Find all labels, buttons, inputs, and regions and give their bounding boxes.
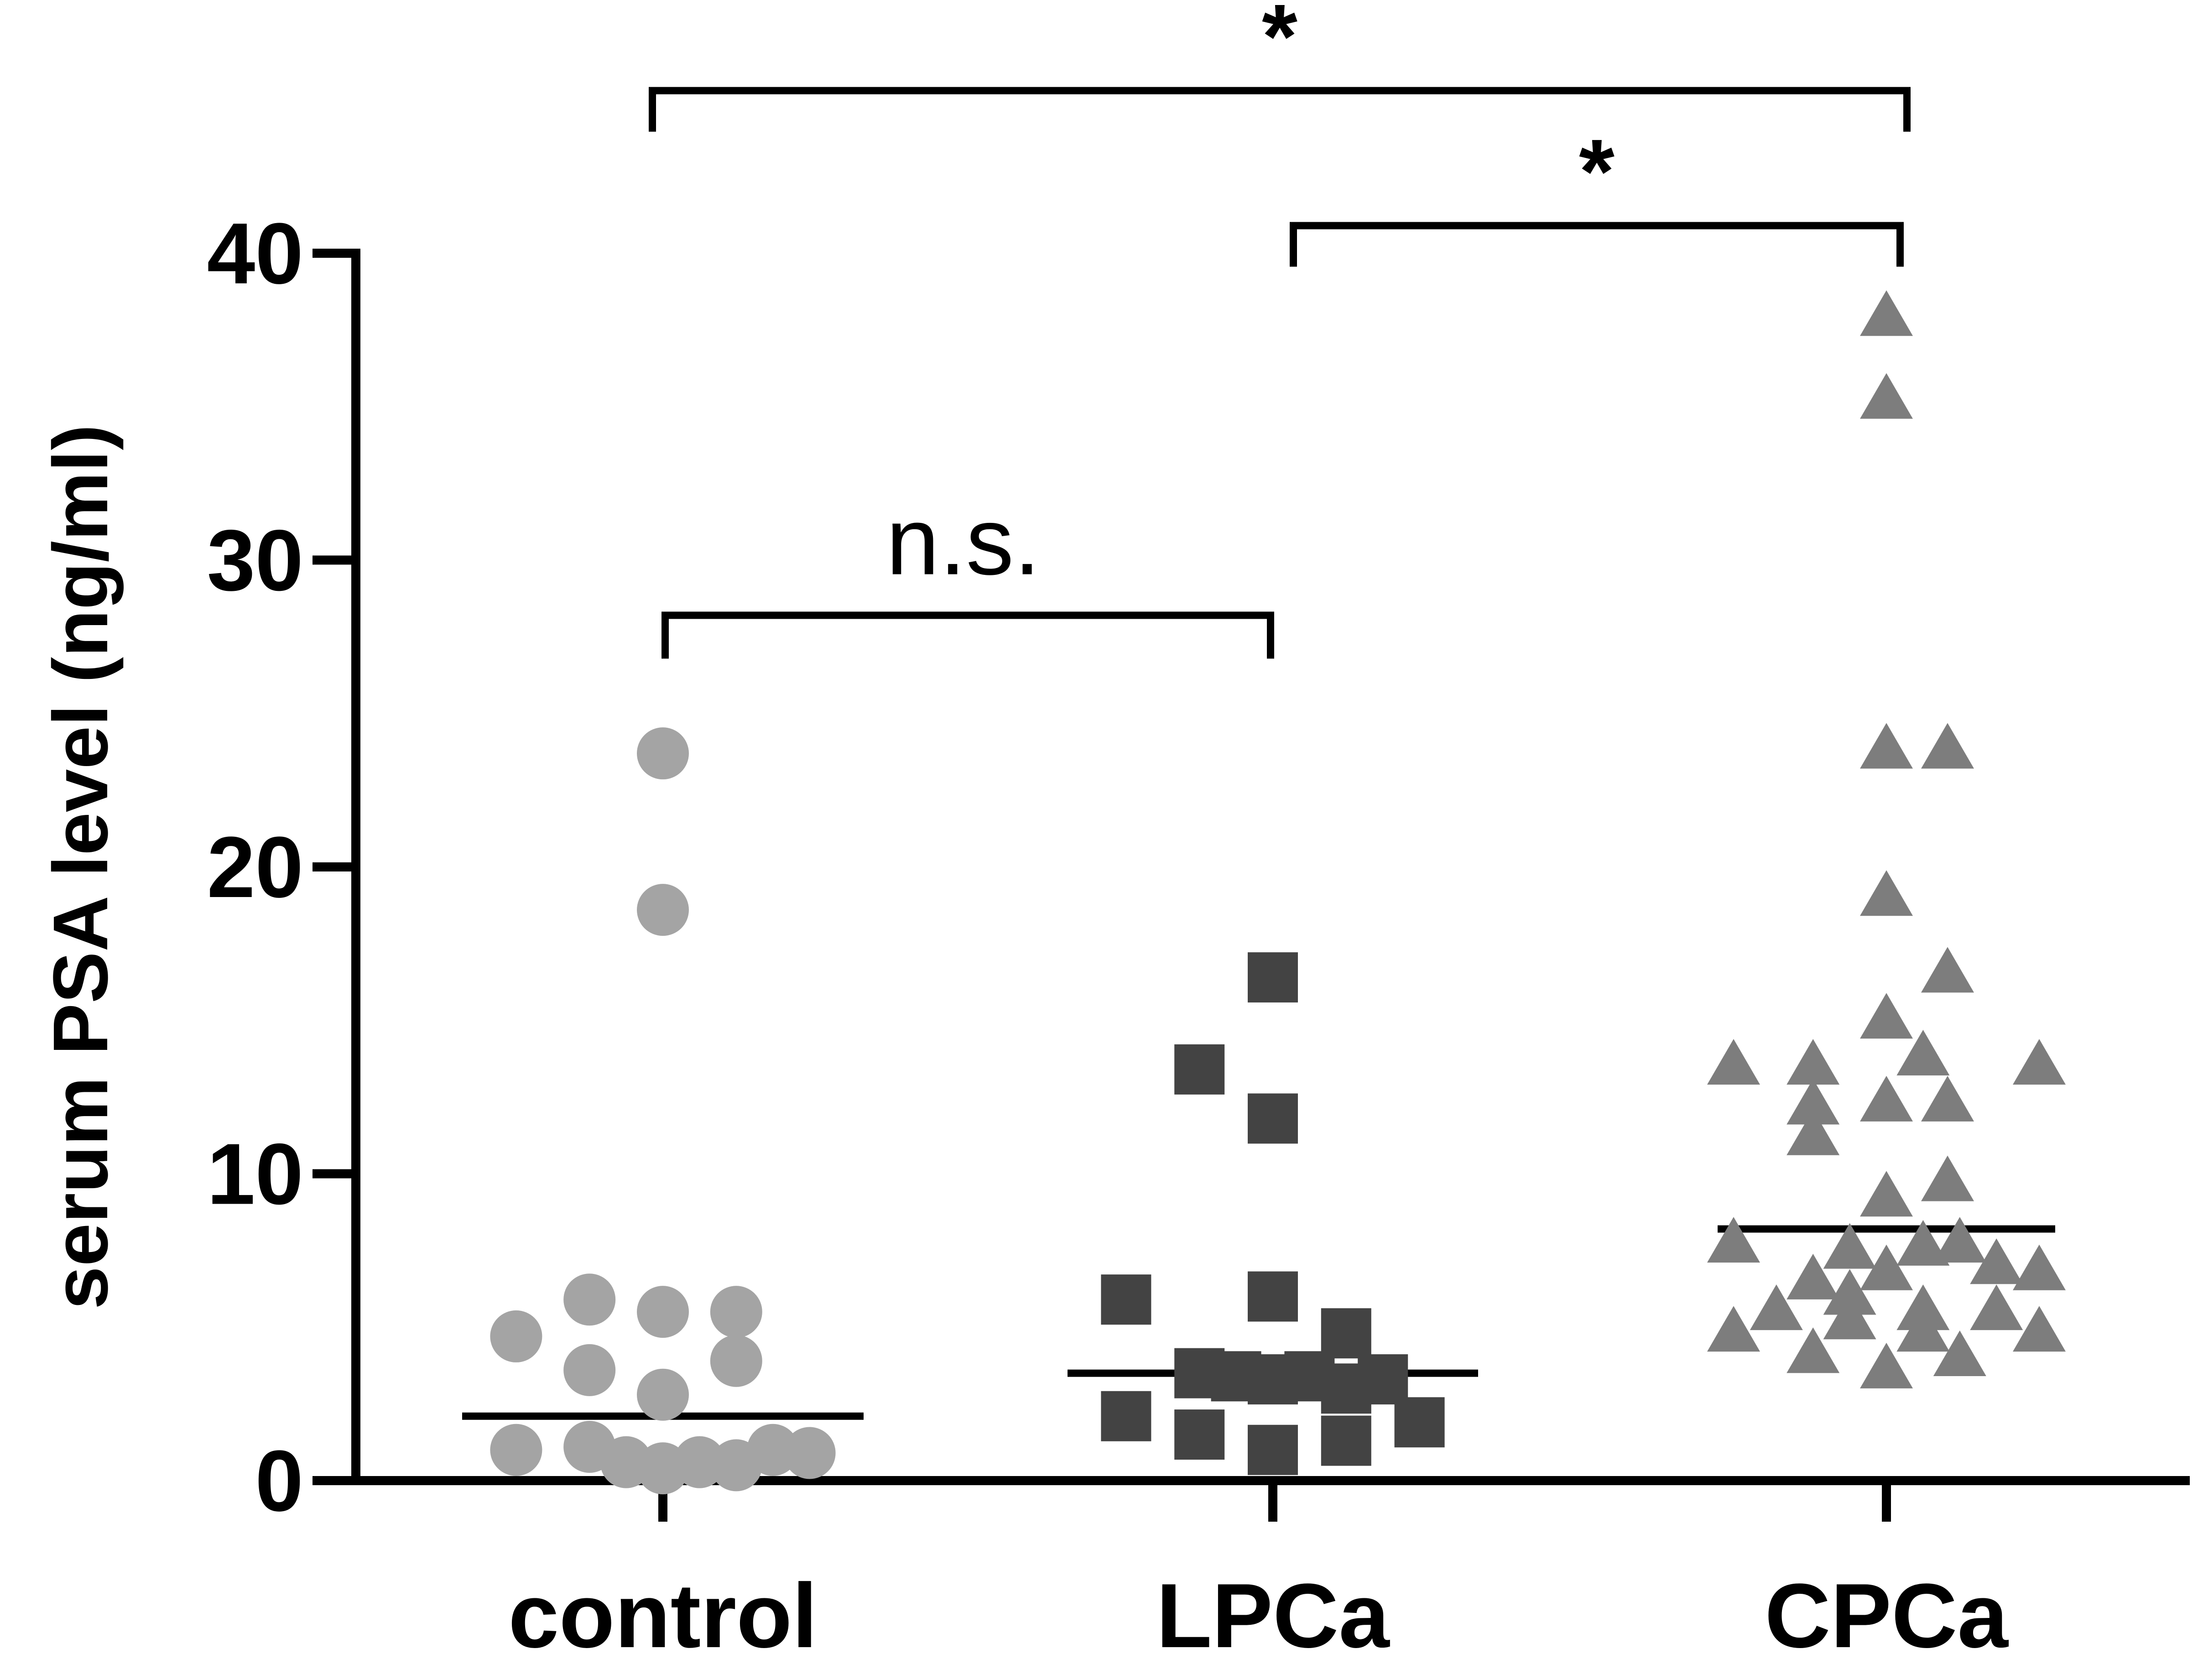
data-point-CPCa bbox=[1707, 1306, 1760, 1352]
data-point-LPCa bbox=[1321, 1415, 1371, 1466]
data-point-CPCa bbox=[1921, 1155, 1974, 1201]
data-point-CPCa bbox=[1896, 1220, 1950, 1266]
x-category-label: LPCa bbox=[1156, 1565, 1390, 1667]
data-point-CPCa bbox=[1823, 1223, 1876, 1269]
data-point-control bbox=[490, 1310, 542, 1362]
data-point-LPCa bbox=[1248, 1271, 1298, 1322]
data-point-CPCa bbox=[1787, 1253, 1840, 1299]
data-point-CPCa bbox=[1750, 1284, 1803, 1330]
data-point-control bbox=[783, 1427, 836, 1479]
data-point-CPCa bbox=[1896, 1306, 1950, 1352]
axes bbox=[313, 249, 2190, 1522]
significance-bracket bbox=[661, 611, 1274, 659]
data-point-CPCa bbox=[1860, 1075, 1913, 1122]
data-points bbox=[490, 290, 2066, 1495]
data-point-LPCa bbox=[1248, 952, 1298, 1003]
axis-labels: 0 10 20 30 40 control LPCa CPCa serum PSA level … bbox=[37, 205, 2009, 1667]
data-point-control bbox=[637, 727, 689, 780]
y-tick-label: 30 bbox=[207, 512, 303, 609]
data-point-CPCa bbox=[1707, 1217, 1760, 1263]
x-category-label: CPCa bbox=[1765, 1565, 2009, 1667]
data-point-CPCa bbox=[1921, 723, 1974, 769]
data-point-LPCa bbox=[1248, 1424, 1298, 1475]
data-point-CPCa bbox=[1860, 1244, 1913, 1290]
data-point-CPCa bbox=[1970, 1284, 2023, 1330]
significance-label: * bbox=[1579, 120, 1615, 222]
data-point-CPCa bbox=[1860, 1342, 1913, 1388]
data-point-CPCa bbox=[1860, 373, 1913, 419]
y-tick-label: 40 bbox=[207, 205, 303, 302]
data-point-control bbox=[710, 1286, 762, 1338]
data-point-CPCa bbox=[1896, 1029, 1950, 1075]
data-point-CPCa bbox=[1787, 1327, 1840, 1373]
data-point-control bbox=[637, 1368, 689, 1421]
y-axis-title: serum PSA level (ng/ml) bbox=[37, 424, 124, 1310]
data-point-control bbox=[637, 1286, 689, 1338]
data-point-LPCa bbox=[1101, 1274, 1151, 1325]
significance-bracket bbox=[1290, 222, 1904, 267]
data-point-LPCa bbox=[1174, 1409, 1225, 1460]
y-tick-label: 10 bbox=[207, 1126, 303, 1223]
significance-bracket bbox=[649, 87, 1911, 132]
y-tick-label: 20 bbox=[207, 819, 303, 916]
data-point-CPCa bbox=[1933, 1217, 1986, 1263]
data-point-control bbox=[637, 884, 689, 936]
data-point-CPCa bbox=[1787, 1079, 1840, 1125]
data-point-LPCa bbox=[1321, 1308, 1371, 1359]
data-point-CPCa bbox=[1823, 1269, 1876, 1315]
data-point-LPCa bbox=[1174, 1044, 1225, 1095]
significance-label: n.s. bbox=[886, 488, 1040, 595]
data-point-CPCa bbox=[1933, 1330, 1986, 1376]
data-point-CPCa bbox=[1921, 1075, 1974, 1122]
data-point-CPCa bbox=[1921, 947, 1974, 993]
data-point-CPCa bbox=[1707, 1039, 1760, 1085]
data-point-CPCa bbox=[1787, 1039, 1840, 1085]
data-point-control bbox=[563, 1273, 616, 1326]
data-point-LPCa bbox=[1394, 1397, 1445, 1448]
data-point-LPCa bbox=[1358, 1354, 1408, 1405]
data-point-CPCa bbox=[2013, 1306, 2066, 1352]
data-point-control bbox=[710, 1335, 762, 1387]
data-point-control bbox=[563, 1344, 616, 1396]
significance-label: * bbox=[1262, 0, 1297, 88]
data-point-CPCa bbox=[1860, 870, 1913, 916]
data-point-CPCa bbox=[1787, 1109, 1840, 1155]
data-point-CPCa bbox=[1860, 993, 1913, 1039]
data-point-CPCa bbox=[1823, 1294, 1876, 1340]
data-point-CPCa bbox=[1860, 1171, 1913, 1217]
data-point-LPCa bbox=[1101, 1391, 1151, 1441]
x-category-label: control bbox=[508, 1565, 818, 1667]
data-point-control bbox=[490, 1424, 542, 1476]
data-point-CPCa bbox=[1970, 1238, 2023, 1284]
data-point-CPCa bbox=[1860, 290, 1913, 336]
y-tick-label: 0 bbox=[255, 1433, 303, 1529]
significance-brackets: n.s. * * bbox=[649, 0, 1911, 659]
data-point-LPCa bbox=[1248, 1093, 1298, 1144]
data-point-CPCa bbox=[2013, 1039, 2066, 1085]
data-point-CPCa bbox=[1860, 723, 1913, 769]
data-point-CPCa bbox=[2013, 1244, 2066, 1290]
